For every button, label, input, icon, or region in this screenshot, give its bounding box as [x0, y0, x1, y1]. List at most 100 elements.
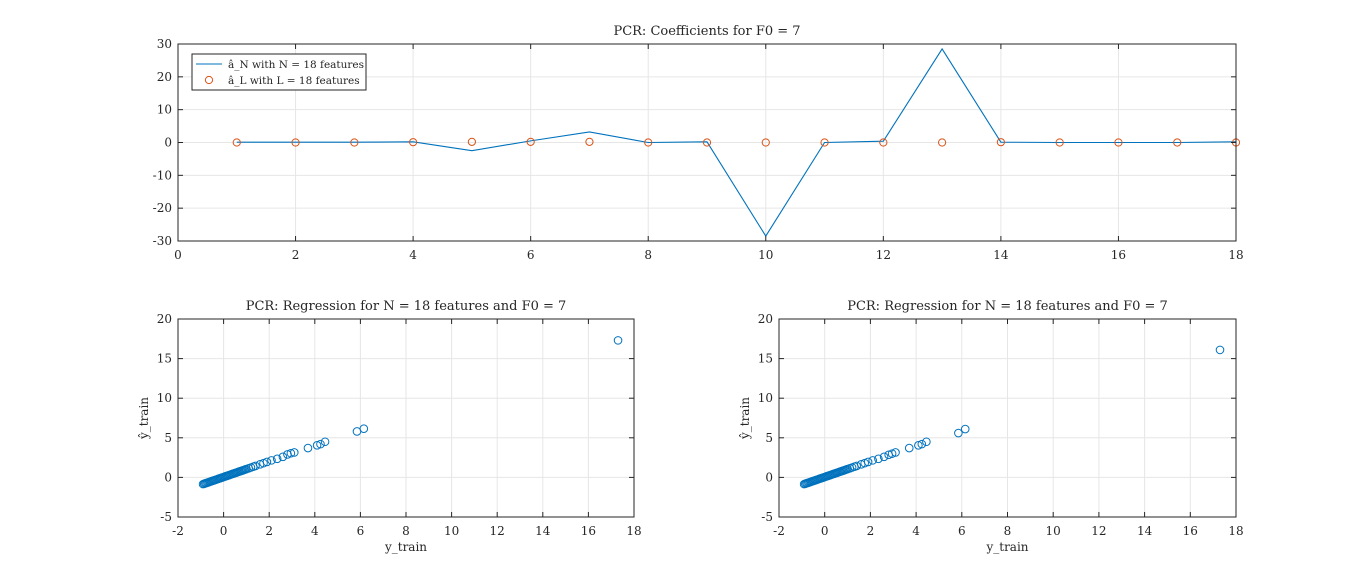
scatter-point — [1215, 345, 1225, 355]
chart-1: 0 2 4 6 8 10 12 14 16 18 -30 -20 -10 0 10 20 30 PCR: Coef… — [153, 24, 1244, 262]
scatter-point — [891, 448, 900, 457]
series-point-2 — [761, 138, 770, 147]
series-point-2 — [1173, 138, 1182, 147]
series-point-2 — [232, 138, 241, 147]
series-point-2 — [526, 137, 535, 146]
chart-title: PCR: Regression for N = 18 features and … — [847, 299, 1168, 314]
x-tick-label: 12 — [876, 248, 891, 262]
x-tick-label: 8 — [1004, 524, 1012, 538]
y-tick-label: -5 — [160, 510, 172, 524]
data-layer — [799, 345, 1225, 489]
x-tick-label: 2 — [867, 524, 875, 538]
x-tick-label: 0 — [821, 524, 829, 538]
series-line-1 — [236, 47, 1237, 238]
x-tick-label: 6 — [357, 524, 365, 538]
y-tick-label: 15 — [157, 352, 172, 366]
chart-2: -2 0 2 4 6 8 10 12 14 16 18 -5 0 5 10 15 20 PCR: Regressi… — [137, 299, 642, 554]
y-tick-label: -10 — [153, 168, 172, 182]
x-tick-label: 16 — [1111, 248, 1126, 262]
x-tick-label: 16 — [1183, 524, 1198, 538]
scatter-point — [278, 452, 288, 462]
x-tick-label: 4 — [912, 524, 920, 538]
scatter-point — [259, 458, 268, 468]
chart-3: -2 0 2 4 6 8 10 12 14 16 18 -5 0 5 10 15 20 PCR: Regressi… — [738, 299, 1244, 554]
x-tick-label: 4 — [409, 248, 417, 262]
x-tick-label: 14 — [535, 524, 551, 538]
series-point-2 — [938, 138, 947, 147]
series-point-2 — [702, 138, 712, 147]
y-tick-label: 0 — [164, 136, 172, 150]
y-tick-label: 20 — [758, 312, 773, 326]
x-tick-label: -2 — [172, 524, 184, 538]
scatter-point — [914, 441, 923, 450]
scatter-point — [960, 424, 970, 434]
series-point-2 — [879, 138, 888, 147]
y-tick-label: -5 — [761, 510, 773, 524]
series-point-2 — [409, 138, 418, 147]
scatter-point — [860, 458, 869, 468]
legend: â_N with N = 18 features â_L with L = 18 … — [191, 53, 367, 91]
chart-title: PCR: Regression for N = 18 features and … — [246, 299, 567, 314]
legend-label: â_N with N = 18 features — [228, 59, 364, 71]
y-tick-label: -20 — [153, 201, 172, 215]
x-tick-label: 6 — [958, 524, 966, 538]
x-tick-label: 2 — [292, 248, 300, 262]
x-tick-label: 10 — [758, 248, 773, 262]
y-tick-label: 10 — [157, 103, 172, 117]
y-tick-label: 10 — [157, 391, 172, 405]
y-axis-label: ŷ_train — [137, 397, 151, 440]
series-point-2 — [644, 138, 653, 147]
x-tick-label: 12 — [490, 524, 505, 538]
scatter-point — [267, 456, 276, 465]
x-tick-label: 10 — [1046, 524, 1061, 538]
x-tick-label: 8 — [644, 248, 652, 262]
scatter-point — [879, 452, 889, 462]
x-tick-label: 8 — [402, 524, 410, 538]
x-tick-label: 0 — [174, 248, 182, 262]
x-tick-label: 2 — [265, 524, 273, 538]
series-point-2 — [291, 138, 300, 147]
y-tick-label: 15 — [758, 352, 773, 366]
series-point-2 — [467, 137, 476, 146]
x-tick-label: 6 — [527, 248, 535, 262]
y-tick-label: 5 — [765, 431, 773, 445]
y-tick-label: 5 — [164, 431, 172, 445]
y-axis-label: ŷ_train — [738, 397, 752, 440]
x-tick-label: 18 — [626, 524, 641, 538]
x-axis-label: y_train — [985, 540, 1028, 554]
y-tick-label: 20 — [157, 312, 172, 326]
scatter-point — [303, 443, 313, 453]
scatter-point — [262, 457, 272, 467]
y-tick-label: -30 — [153, 234, 172, 248]
x-axis-label: y_train — [384, 540, 427, 554]
scatter-point — [289, 448, 299, 457]
x-tick-label: 4 — [311, 524, 319, 538]
scatter-point — [359, 424, 369, 433]
series-point-2 — [820, 138, 829, 147]
y-tick-label: 0 — [164, 470, 172, 484]
x-tick-label: 14 — [1137, 524, 1153, 538]
x-tick-label: 18 — [1228, 248, 1243, 262]
y-tick-label: 20 — [157, 70, 172, 84]
y-tick-label: 30 — [157, 37, 172, 51]
scatter-point — [922, 437, 931, 447]
legend-label: â_L with L = 18 features — [228, 75, 360, 87]
data-layer — [198, 336, 623, 489]
scatter-point — [852, 461, 861, 471]
series-point-2 — [585, 137, 594, 146]
y-tick-label: 10 — [758, 391, 773, 405]
series-point-2 — [350, 138, 359, 147]
legend-box — [191, 53, 367, 91]
scatter-point — [312, 441, 322, 450]
scatter-point — [868, 456, 877, 465]
chart-title: PCR: Coefficients for F0 = 7 — [613, 24, 800, 39]
scatter-point — [272, 454, 282, 464]
legend-marker-swatch — [204, 75, 214, 85]
scatter-point — [251, 461, 260, 471]
scatter-point — [887, 449, 897, 458]
series-point-2 — [1055, 138, 1064, 147]
series-point-2 — [996, 138, 1005, 147]
scatter-point — [316, 439, 325, 449]
x-tick-label: 12 — [1091, 524, 1106, 538]
